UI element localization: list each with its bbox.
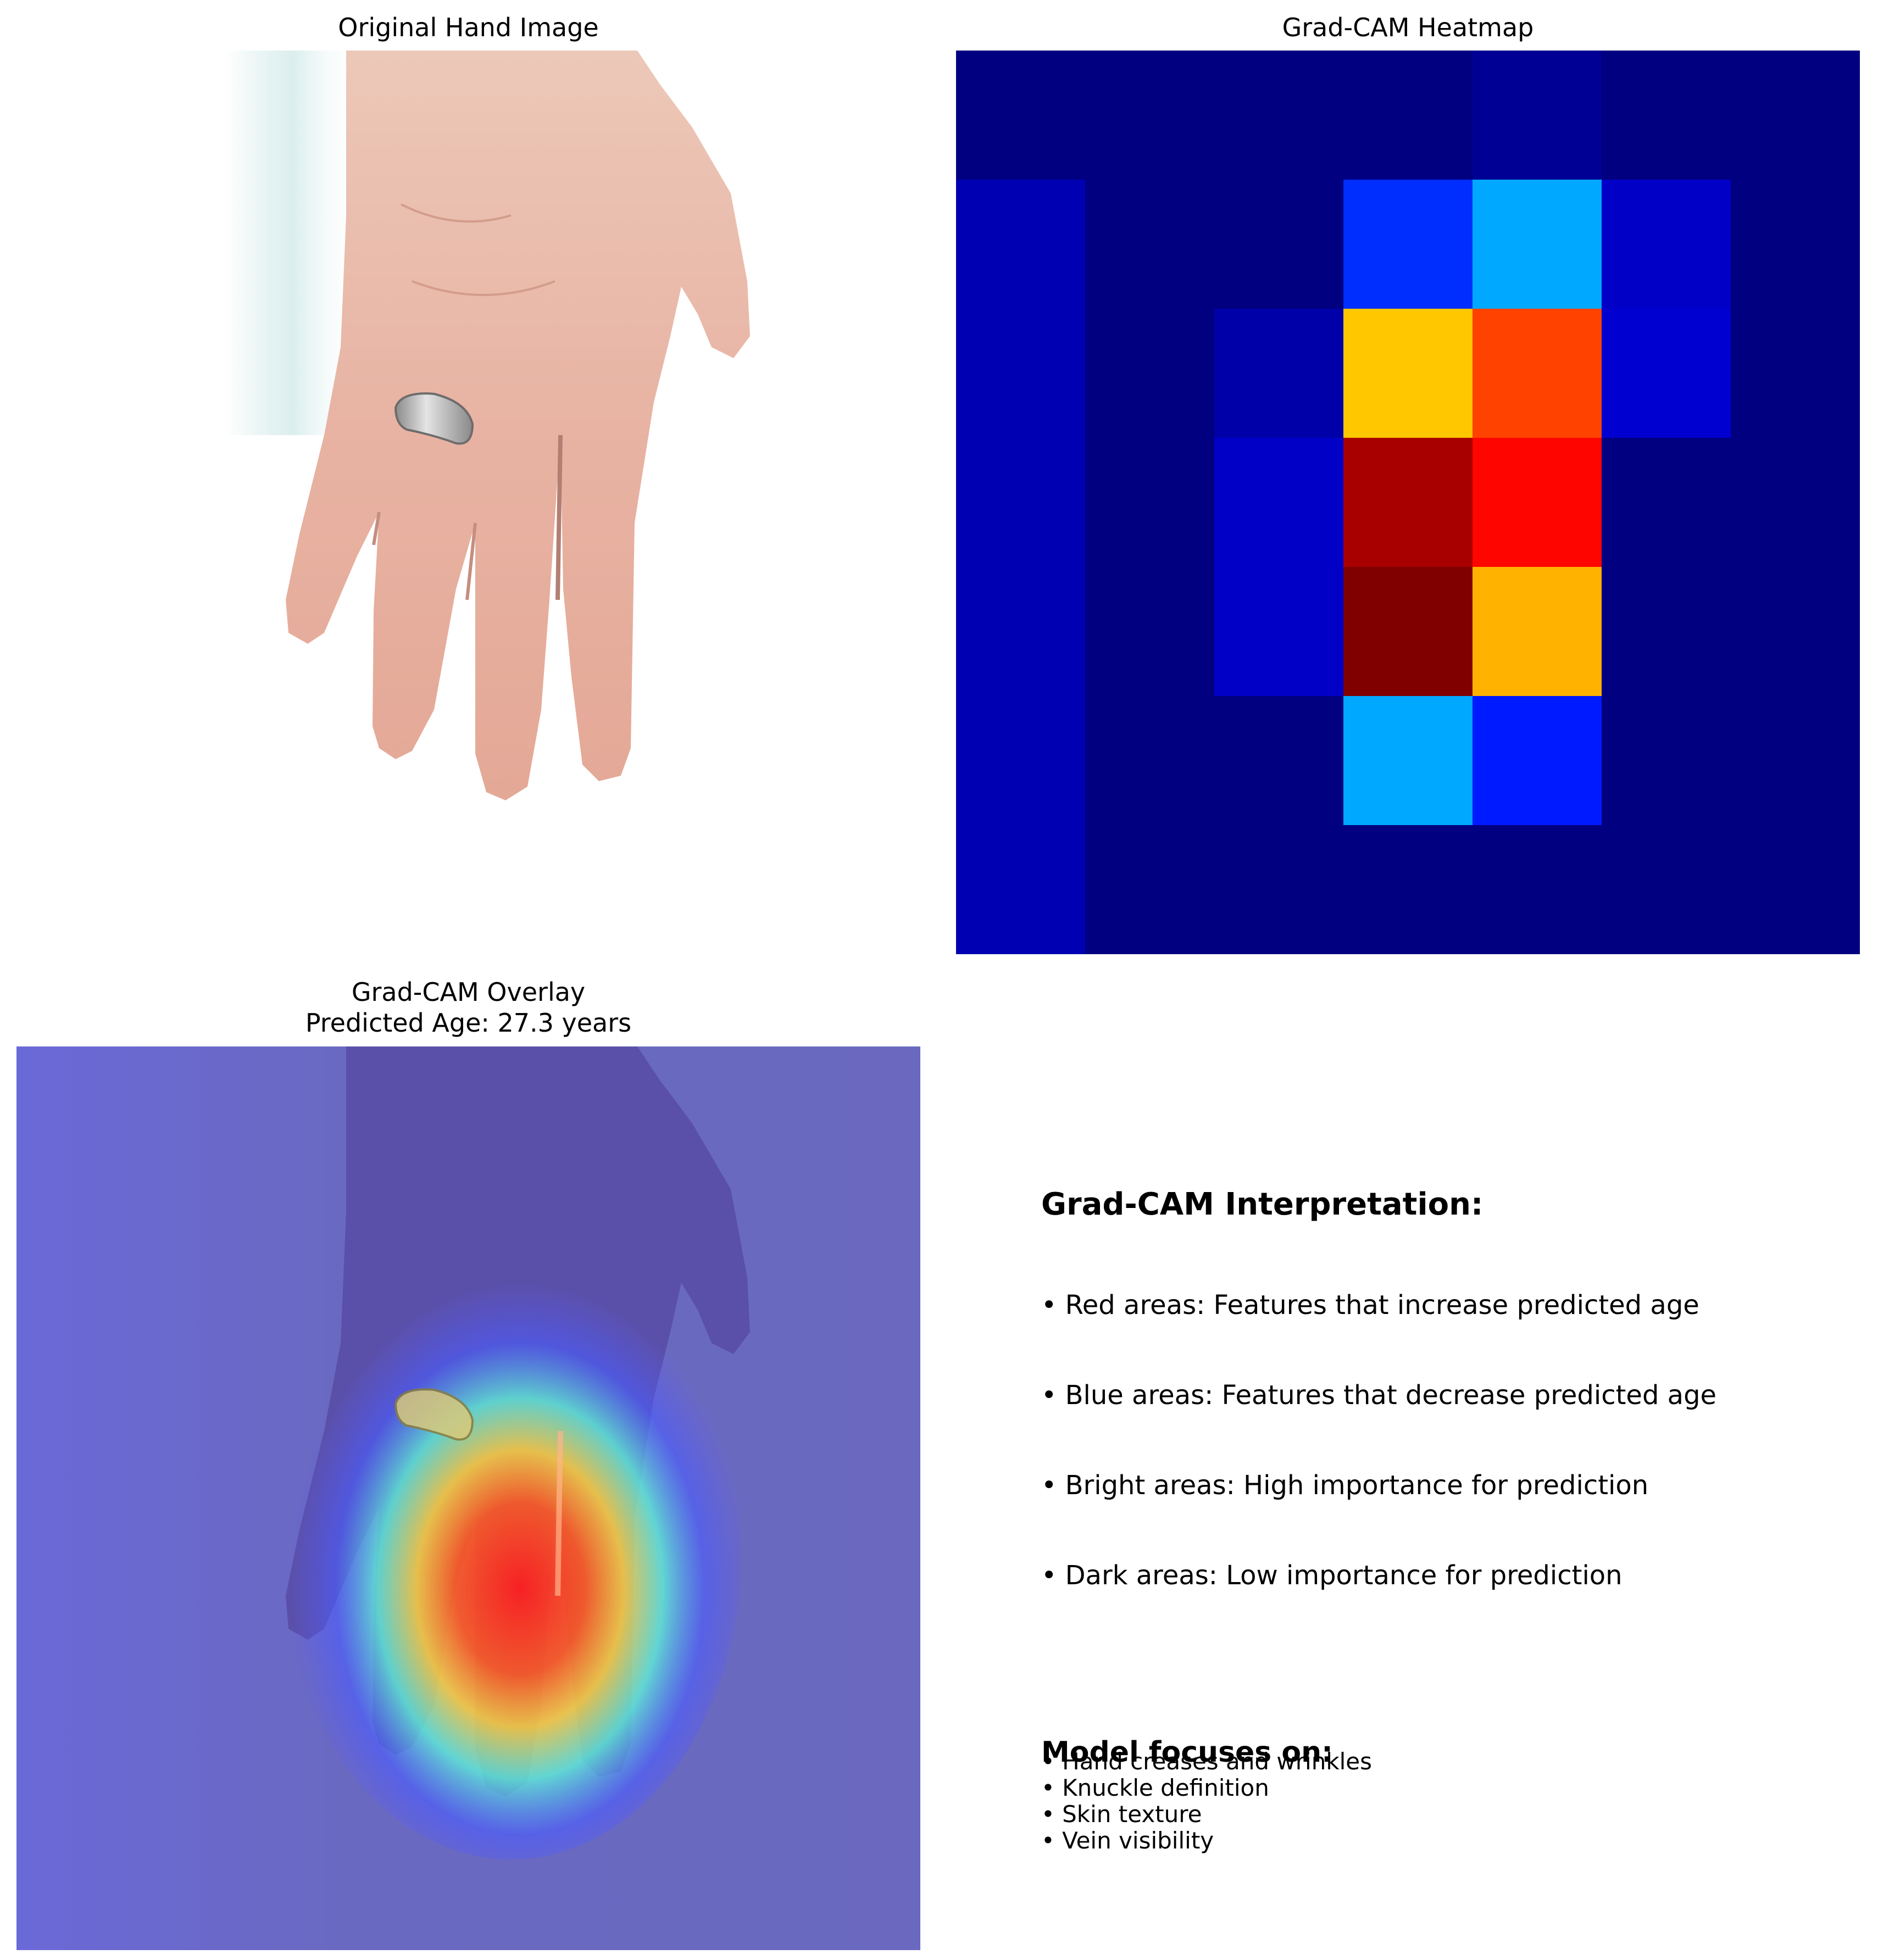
- heatmap-cell-r6-c3: [1343, 825, 1473, 954]
- heatmap-cell-r3-c5: [1602, 438, 1731, 567]
- focus-item: • Vein visibility: [1041, 1827, 1214, 1854]
- heatmap-cell-r5-c5: [1602, 696, 1731, 826]
- heatmap-cell-r5-c6: [1731, 696, 1860, 826]
- heatmap-cell-r4-c4: [1473, 567, 1602, 697]
- heatmap-cell-r5-c2: [1214, 696, 1344, 826]
- heatmap-cell-r4-c6: [1731, 567, 1860, 697]
- heatmap-cell-r2-c4: [1473, 309, 1602, 438]
- heatmap-cell-r3-c0: [956, 438, 1086, 567]
- heatmap-cell-r4-c2: [1214, 567, 1344, 697]
- heatmap-cell-r5-c0: [956, 696, 1086, 826]
- heatmap-cell-r4-c3: [1343, 567, 1473, 697]
- original-hand-image: [16, 51, 920, 954]
- heatmap-cell-r1-c2: [1214, 180, 1344, 309]
- heatmap-cell-r4-c1: [1085, 567, 1215, 697]
- heatmap-cell-r0-c1: [1085, 51, 1215, 180]
- heatmap-cell-r2-c0: [956, 309, 1086, 438]
- heatmap-cell-r0-c2: [1214, 51, 1344, 180]
- heatmap-title: Grad-CAM Heatmap: [1282, 13, 1534, 42]
- heatmap-cell-r3-c2: [1214, 438, 1344, 567]
- heatmap-cell-r6-c1: [1085, 825, 1215, 954]
- heatmap-cell-r1-c1: [1085, 180, 1215, 309]
- heatmap-cell-r6-c0: [956, 825, 1086, 954]
- heatmap-cell-r1-c5: [1602, 180, 1731, 309]
- heatmap-cell-r5-c4: [1473, 696, 1602, 826]
- activation-blob: [280, 1244, 742, 1859]
- focus-title: Model focuses on:: [1041, 1736, 1333, 1769]
- heatmap-cell-r0-c4: [1473, 51, 1602, 180]
- focus-item: • Hand creases and wrinkles: [1041, 1748, 1373, 1775]
- heatmap-cell-r6-c5: [1602, 825, 1731, 954]
- overlay-ring-icon: [394, 1388, 474, 1441]
- heatmap-cell-r2-c6: [1731, 309, 1860, 438]
- interpretation-title: Grad-CAM Interpretation:: [1041, 1187, 1483, 1222]
- heatmap-cell-r3-c1: [1085, 438, 1215, 567]
- interpretation-item: • Bright areas: High importance for pred…: [1041, 1470, 1649, 1501]
- heatmap-cell-r1-c6: [1731, 180, 1860, 309]
- heatmap-cell-r0-c5: [1602, 51, 1731, 180]
- overlay-subtitle: Predicted Age: 27.3 years: [305, 1008, 632, 1038]
- heatmap-cell-r6-c4: [1473, 825, 1602, 954]
- heatmap-cell-r2-c3: [1343, 309, 1473, 438]
- heatmap-cell-r0-c0: [956, 51, 1086, 180]
- heatmap-cell-r6-c2: [1214, 825, 1344, 954]
- heatmap-cell-r0-c6: [1731, 51, 1860, 180]
- heatmap-cell-r6-c6: [1731, 825, 1860, 954]
- heatmap-cell-r4-c5: [1602, 567, 1731, 697]
- ring-icon: [394, 392, 474, 445]
- heatmap-cell-r3-c4: [1473, 438, 1602, 567]
- heatmap-cell-r5-c1: [1085, 696, 1215, 826]
- focus-item: • Skin texture: [1041, 1801, 1202, 1828]
- heatmap-cell-r3-c3: [1343, 438, 1473, 567]
- focus-item: • Knuckle definition: [1041, 1774, 1269, 1801]
- hand-shape: [286, 51, 750, 800]
- heatmap-cell-r2-c2: [1214, 309, 1344, 438]
- heatmap-cell-r5-c3: [1343, 696, 1473, 826]
- heatmap-cell-r2-c5: [1602, 309, 1731, 438]
- heatmap-cell-r2-c1: [1085, 309, 1215, 438]
- heatmap-cell-r1-c0: [956, 180, 1086, 309]
- heatmap-cell-r4-c0: [956, 567, 1086, 697]
- heatmap-cell-r1-c4: [1473, 180, 1602, 309]
- interpretation-item: • Dark areas: Low importance for predict…: [1041, 1560, 1623, 1591]
- overlay-title: Grad-CAM Overlay: [351, 977, 586, 1007]
- gradcam-overlay-image: [16, 1046, 920, 1950]
- interpretation-item: • Red areas: Features that increase pred…: [1041, 1290, 1699, 1321]
- heatmap-cell-r1-c3: [1343, 180, 1473, 309]
- original-image-title: Original Hand Image: [338, 13, 599, 42]
- interpretation-item: • Blue areas: Features that decrease pre…: [1041, 1380, 1717, 1411]
- heatmap-cell-r0-c3: [1343, 51, 1473, 180]
- heatmap-chart: [956, 51, 1860, 954]
- heatmap-cell-r3-c6: [1731, 438, 1860, 567]
